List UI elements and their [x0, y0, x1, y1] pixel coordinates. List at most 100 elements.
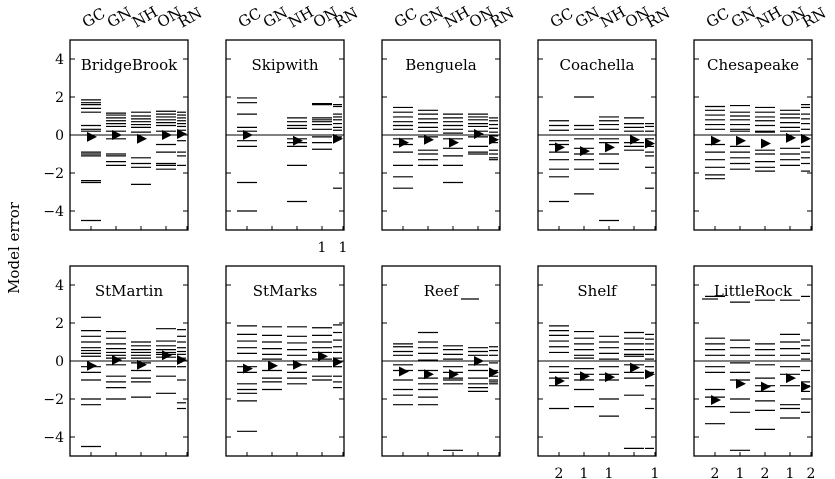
panel-title: Coachella [560, 56, 635, 74]
y-axis-label: Model error [5, 201, 23, 294]
y-tick-label: 0 [55, 354, 64, 370]
mean-marker [474, 129, 484, 140]
mean-marker [318, 351, 328, 362]
mean-marker [736, 378, 746, 389]
y-tick-label: −4 [43, 204, 64, 220]
y-tick-label: 2 [55, 90, 64, 106]
panel-title: BridgeBrook [81, 56, 178, 74]
mean-marker [786, 132, 796, 143]
mean-marker [580, 371, 590, 382]
mean-marker [177, 129, 187, 140]
mean-marker [605, 372, 615, 383]
panel-stmarks: StMarks [225, 265, 345, 457]
panel-title: StMartin [95, 282, 164, 300]
mean-marker [162, 130, 172, 140]
outlier-count: 1 [605, 466, 614, 479]
mean-marker [87, 131, 97, 142]
mean-marker [137, 359, 147, 370]
category-label: GC [235, 4, 264, 31]
mean-marker [137, 133, 147, 144]
outlier-count: 1 [736, 466, 745, 479]
panel-title: LittleRock [714, 282, 793, 300]
panel-reef: Reef [381, 265, 501, 457]
mean-marker [112, 355, 122, 366]
category-label: GC [391, 4, 420, 31]
outlier-count: 2 [555, 466, 564, 479]
mean-marker [580, 146, 590, 157]
mean-marker [489, 367, 499, 378]
category-label: RN [799, 4, 829, 32]
outlier-count: 1 [318, 240, 327, 256]
y-tick-label: 4 [55, 52, 64, 68]
mean-marker [489, 134, 499, 145]
mean-marker [555, 142, 565, 153]
y-tick-label: 2 [55, 316, 64, 332]
mean-marker [449, 137, 459, 148]
y-tick-label: 4 [55, 278, 64, 294]
mean-marker [711, 394, 721, 405]
mean-marker [424, 134, 434, 145]
mean-marker [293, 135, 303, 146]
mean-marker [424, 369, 434, 380]
y-tick-label: −2 [43, 392, 64, 408]
mean-marker [112, 130, 122, 140]
category-label: GC [547, 4, 576, 31]
category-label: RN [175, 4, 205, 32]
mean-marker [399, 137, 409, 148]
outlier-count: 2 [711, 466, 720, 479]
category-label: RN [643, 4, 673, 32]
category-label: RN [487, 4, 517, 32]
mean-marker [605, 142, 615, 153]
mean-marker [243, 363, 253, 374]
mean-marker [801, 133, 811, 144]
panel-stmartin: −4 −2 0 2 4 StMartin [43, 265, 189, 457]
outlier-count: 2 [761, 466, 770, 479]
mean-marker [293, 359, 303, 370]
mean-marker [268, 360, 278, 371]
mean-marker [555, 375, 565, 386]
category-label: RN [331, 4, 361, 32]
category-label: GC [79, 4, 108, 31]
y-tick-label: −2 [43, 166, 64, 182]
mean-marker [761, 138, 771, 149]
outlier-count: 1 [651, 466, 660, 479]
mean-marker [162, 350, 172, 361]
mean-marker [177, 355, 187, 366]
outlier-count: 2 [807, 466, 816, 479]
mean-marker [630, 362, 640, 373]
mean-marker [711, 135, 721, 146]
outlier-count: 1 [786, 466, 795, 479]
y-tick-label: −4 [43, 430, 64, 446]
mean-marker [449, 369, 459, 380]
y-tick-label: 0 [55, 128, 64, 144]
mean-marker [630, 134, 640, 145]
mean-marker [736, 135, 746, 146]
mean-marker [333, 133, 343, 144]
outlier-count: 1 [580, 466, 589, 479]
mean-marker [801, 381, 811, 392]
panel-title: Chesapeake [707, 56, 799, 74]
mean-marker [761, 381, 771, 392]
panel-shelf: Shelf 2 1 1 1 [537, 265, 660, 479]
mean-marker [243, 130, 253, 140]
outlier-count: 1 [339, 240, 348, 256]
panel-title: StMarks [253, 282, 318, 300]
panel-title: Reef [424, 282, 460, 300]
mean-marker [87, 360, 97, 371]
panel-title: Skipwith [251, 56, 318, 74]
mean-marker [399, 366, 409, 377]
panel-title: Shelf [577, 282, 618, 300]
mean-marker [645, 369, 655, 380]
mean-marker [474, 356, 484, 366]
mean-marker [333, 356, 343, 367]
mean-marker [786, 373, 796, 384]
mean-marker [645, 138, 655, 149]
category-label: GC [703, 4, 732, 31]
